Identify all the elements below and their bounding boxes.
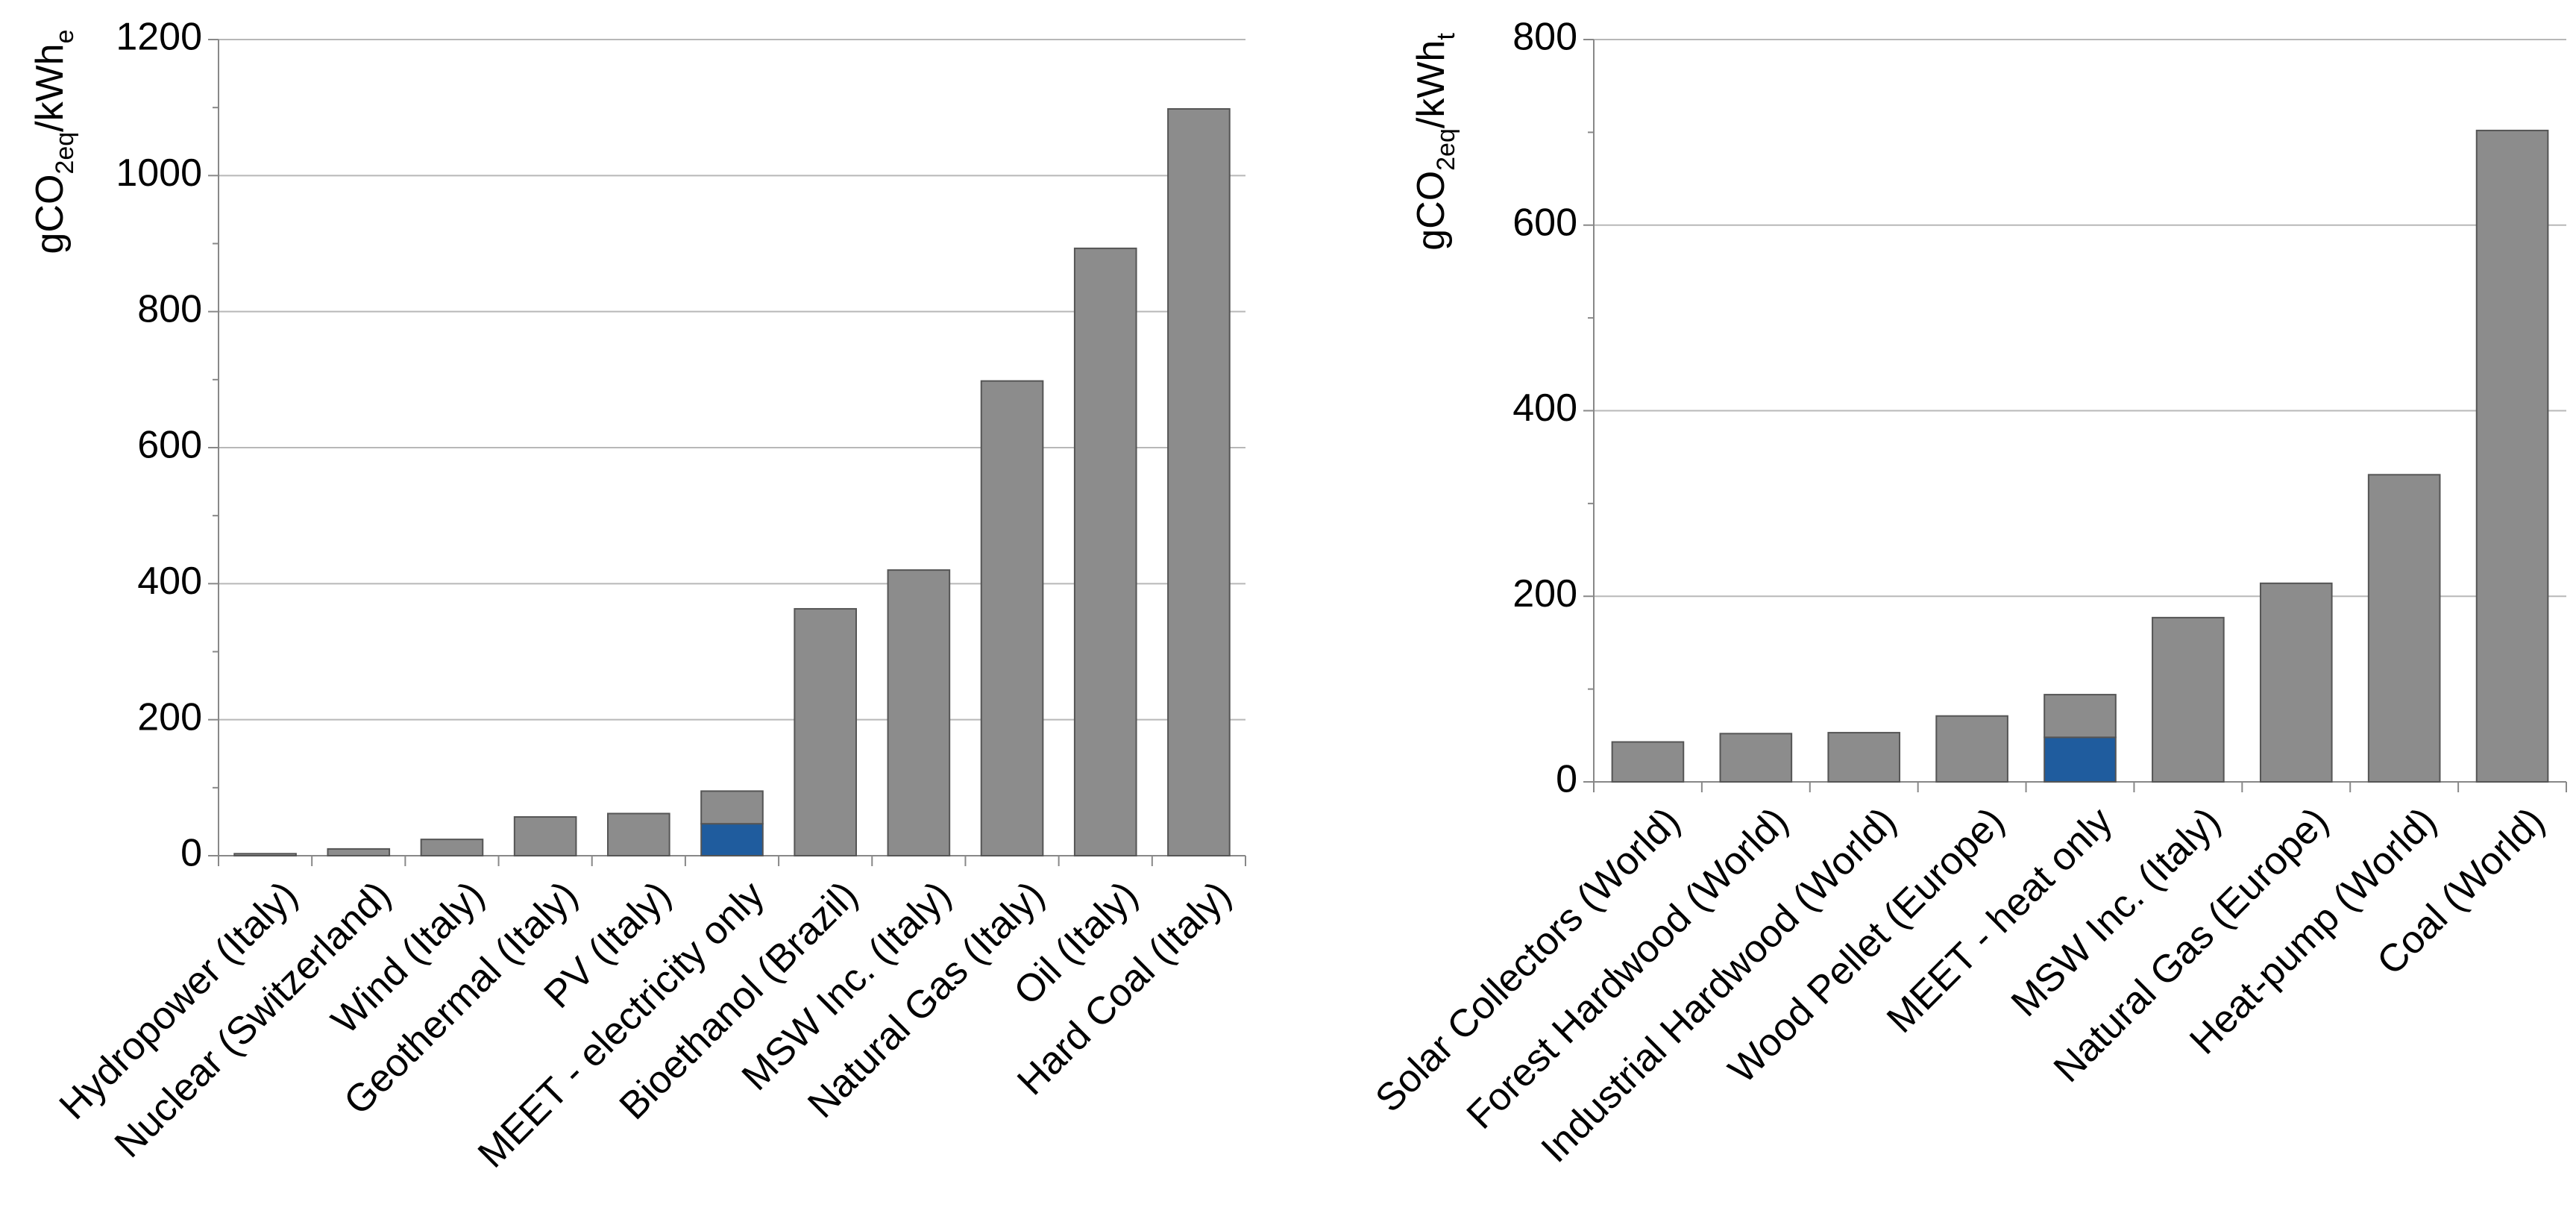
y-tick-label: 800: [137, 287, 202, 331]
bar-segment: [233, 853, 297, 857]
bar-segment: [700, 823, 764, 856]
bar-segment: [1719, 733, 1793, 783]
bar-segment: [2367, 474, 2441, 783]
y-tick-label: 400: [1512, 386, 1577, 430]
y-axis-label-part: /kWh: [1410, 40, 1453, 128]
y-tick-label: 200: [137, 695, 202, 739]
bar-segment: [1827, 732, 1901, 783]
bar-segment: [513, 816, 577, 857]
bar-segment: [2475, 129, 2549, 783]
bar-segment: [327, 848, 391, 856]
bar-segment: [2043, 736, 2117, 783]
y-axis-label: gCO2eq/kWht: [1410, 33, 1460, 251]
y-axis-label-subscript: 2eq: [1432, 128, 1460, 171]
y-axis-label: gCO2eq/kWhe: [28, 29, 79, 254]
y-axis-label-part: /kWh: [28, 43, 72, 131]
y-axis-label-subscript: e: [51, 29, 79, 43]
bar-segment: [2259, 582, 2333, 783]
y-tick-label: 800: [1512, 16, 1577, 59]
bar-segment: [980, 380, 1044, 856]
y-tick-label: 600: [137, 424, 202, 467]
y-tick-label: 0: [1556, 758, 1577, 801]
y-tick-label: 0: [180, 832, 202, 875]
y-axis-label-part: gCO: [28, 175, 72, 254]
y-tick-label: 1200: [116, 16, 202, 59]
bar-segment: [420, 839, 484, 856]
bar-segment: [1935, 715, 2008, 783]
bar-segment: [2043, 694, 2117, 739]
bar-segment: [1073, 247, 1137, 856]
bar-segment: [607, 812, 670, 857]
y-tick-label: 400: [137, 560, 202, 603]
y-tick-label: 1000: [116, 151, 202, 195]
y-axis-label-part: gCO: [1410, 171, 1453, 251]
y-axis-label-subscript: t: [1432, 33, 1460, 40]
bar-segment: [794, 608, 857, 856]
bar-segment: [887, 569, 951, 856]
y-axis-label-subscript: 2eq: [51, 132, 79, 175]
bar-segment: [1611, 741, 1685, 783]
bar-segment: [1167, 107, 1231, 857]
y-tick-label: 200: [1512, 572, 1577, 615]
bar-segment: [2152, 616, 2225, 783]
bar-segment: [700, 790, 764, 825]
y-tick-label: 600: [1512, 201, 1577, 244]
